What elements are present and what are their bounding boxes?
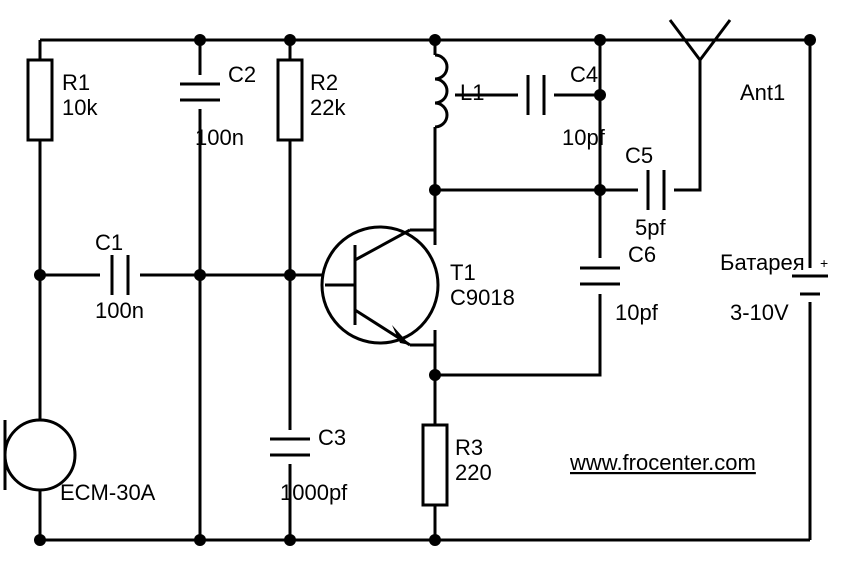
capacitor-c6: C6 10pf [580, 242, 659, 325]
r2-ref: R2 [310, 70, 338, 95]
capacitor-c2: C2 100n [180, 62, 256, 150]
t1-ref: T1 [450, 260, 476, 285]
r1-ref: R1 [62, 70, 90, 95]
battery: Батарея 3-10V + [720, 250, 828, 325]
source-link[interactable]: www.frocenter.com [569, 450, 756, 475]
r1-value: 10k [62, 95, 98, 120]
c5-value: 5pf [635, 215, 666, 240]
bat-value: 3-10V [730, 300, 789, 325]
t1-value: C9018 [450, 285, 515, 310]
l1-ref: L1 [460, 80, 484, 105]
c6-ref: C6 [628, 242, 656, 267]
c6-value: 10pf [615, 300, 659, 325]
node-emitter-fb [429, 369, 441, 381]
c5-ref: C5 [625, 143, 653, 168]
microphone: ECM-30A [5, 420, 156, 505]
capacitor-c4: C4 10pf [429, 62, 606, 150]
transistor-t1: T1 C9018 [322, 227, 515, 345]
capacitor-c1: C1 100n [95, 230, 144, 323]
resistor-r3: R3 220 [423, 425, 492, 505]
ant-ref: Ant1 [740, 80, 785, 105]
c1-value: 100n [95, 298, 144, 323]
r2-value: 22k [310, 95, 346, 120]
c1-ref: C1 [95, 230, 123, 255]
inductor-l1: L1 [415, 40, 484, 190]
resistor-r2: R2 22k [278, 60, 346, 140]
antenna: Ant1 [670, 20, 785, 120]
resistor-r1: R1 10k [28, 60, 98, 140]
c3-value: 1000pf [280, 480, 348, 505]
circuit-schematic: R1 10k R2 22k R3 220 C1 100n C2 100n C3 … [0, 0, 850, 580]
bat-plus: + [820, 255, 828, 271]
c4-value: 10pf [562, 125, 606, 150]
capacitor-c3: C3 1000pf [270, 425, 348, 505]
c3-ref: C3 [318, 425, 346, 450]
bat-ref: Батарея [720, 250, 805, 275]
c2-ref: C2 [228, 62, 256, 87]
c2-value: 100n [195, 125, 244, 150]
r3-ref: R3 [455, 435, 483, 460]
mic-ref: ECM-30A [60, 480, 156, 505]
c4-ref: C4 [570, 62, 598, 87]
r3-value: 220 [455, 460, 492, 485]
